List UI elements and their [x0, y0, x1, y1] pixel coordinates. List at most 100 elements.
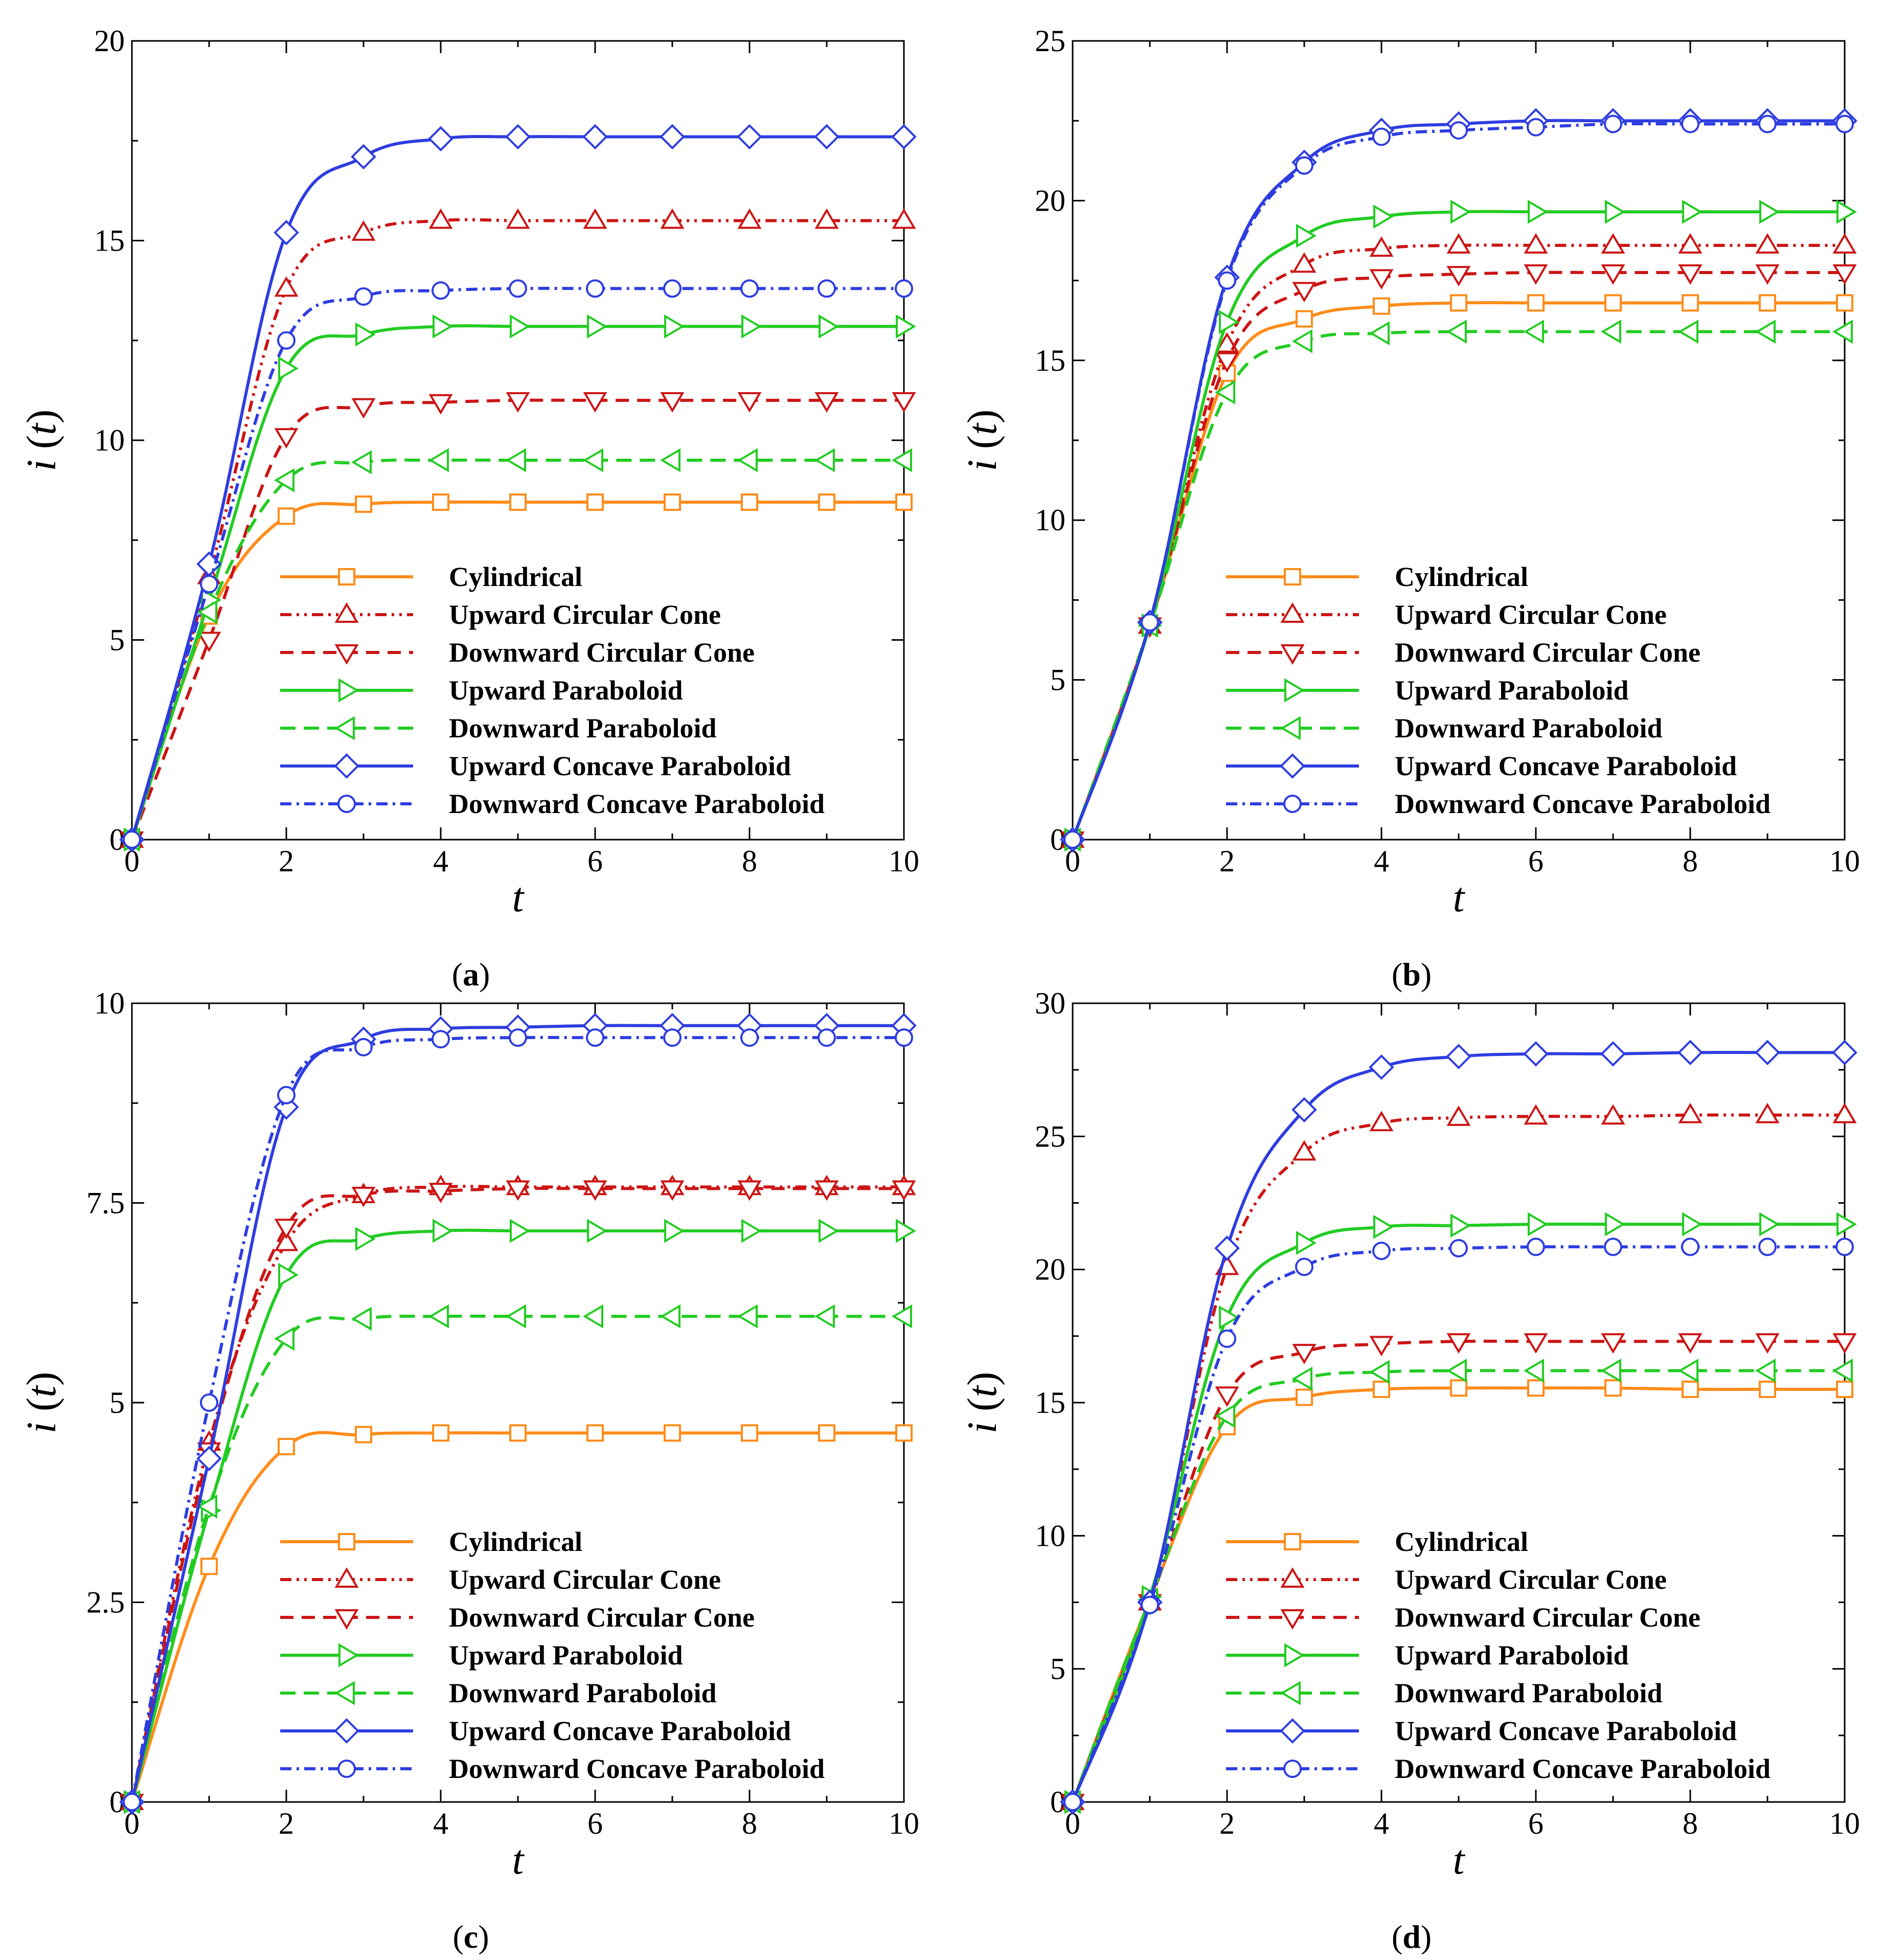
data-point-dcp — [1063, 830, 1082, 849]
data-point-dcp — [1604, 1237, 1622, 1256]
y-axis-label-open-paren: ( — [18, 1398, 64, 1422]
legend-marker-dcp — [1283, 795, 1302, 813]
series-line-ucc — [130, 218, 904, 840]
x-tick-label: 4 — [433, 844, 448, 878]
data-point-upb — [1450, 199, 1471, 224]
data-point-ucp — [1214, 1235, 1240, 1261]
data-point-upb — [278, 1263, 299, 1287]
data-point-ucp — [1600, 1041, 1626, 1067]
data-point-ucp — [891, 124, 917, 150]
data-point-dcp — [509, 1028, 527, 1047]
series-dpb — [120, 448, 912, 852]
data-point-dcp — [123, 830, 141, 849]
data-point-upb — [510, 314, 530, 339]
panel-label: (d) — [1392, 1919, 1432, 1955]
data-point-dcc — [892, 392, 916, 413]
legend-label-ucp: Upward Concave Paraboloid — [449, 1716, 791, 1746]
series-ucc — [120, 208, 916, 848]
data-point-upb — [1219, 310, 1239, 334]
data-point-dpb — [737, 448, 758, 472]
data-point-dpb — [1832, 1359, 1853, 1383]
data-point-dcp — [1063, 1793, 1082, 1811]
data-point-ucp — [196, 1446, 222, 1472]
legend-label-ucp: Upward Concave Paraboloid — [449, 751, 791, 781]
x-tick-label: 8 — [742, 1807, 757, 1840]
data-point-ucc — [660, 208, 685, 229]
data-point-ucc — [1832, 1102, 1857, 1123]
legend-label-dcp: Downward Concave Paraboloid — [1395, 788, 1771, 819]
series-dcp — [123, 279, 913, 849]
data-point-dcp — [354, 287, 373, 306]
data-point-dcp — [1295, 156, 1313, 175]
x-tick-label: 2 — [1219, 844, 1235, 878]
data-point-dcc — [1215, 352, 1239, 373]
legend-marker-dcp — [1283, 1760, 1302, 1778]
data-point-dcp — [354, 1038, 373, 1056]
x-tick-label: 6 — [587, 1807, 603, 1840]
data-point-dpb — [814, 1304, 835, 1328]
data-point-upb — [741, 1219, 762, 1243]
legend-label-ucc: Upward Circular Cone — [1395, 1564, 1667, 1595]
data-point-upb — [819, 314, 839, 339]
data-point-dcc — [814, 1180, 839, 1201]
legend-marker-dpb — [334, 1681, 355, 1705]
data-point-upb — [433, 1219, 453, 1243]
data-point-dcc — [1678, 1333, 1703, 1354]
data-point-dcc — [1678, 264, 1703, 285]
data-point-cyl — [1527, 294, 1545, 312]
data-point-upb — [1373, 1214, 1394, 1239]
data-point-dpb — [428, 1304, 449, 1328]
data-point-upb — [1682, 1212, 1703, 1236]
data-point-ucp — [428, 126, 453, 152]
data-point-cyl — [586, 493, 604, 511]
panel-label-open: ( — [1392, 956, 1402, 993]
data-point-upb — [587, 1219, 607, 1243]
data-point-dpb — [660, 1304, 680, 1328]
data-point-dcp — [1295, 1257, 1313, 1276]
data-point-cyl — [586, 1424, 604, 1442]
legend-marker-upb — [338, 678, 359, 703]
data-point-ucc — [1292, 252, 1317, 273]
x-tick-label: 10 — [889, 1807, 919, 1840]
data-point-ucp — [1523, 1041, 1549, 1067]
data-point-dpb — [814, 448, 835, 472]
data-point-dcc — [1832, 264, 1857, 285]
legend-marker-dcp — [337, 1760, 356, 1778]
data-point-dcp — [1758, 115, 1777, 133]
y-axis-label-open-paren: ( — [959, 1398, 1005, 1422]
data-point-ucc — [1292, 1140, 1317, 1161]
series-line-cyl — [130, 500, 904, 840]
data-point-dcc — [506, 392, 530, 413]
data-point-cyl — [1373, 1380, 1390, 1398]
data-point-dcp — [1449, 1239, 1468, 1258]
legend-marker-ucp — [1280, 1718, 1305, 1744]
data-point-dcp — [1372, 1242, 1391, 1260]
data-point-ucc — [1755, 1102, 1780, 1123]
data-point-dcp — [509, 279, 527, 298]
data-point-ucc — [1832, 233, 1857, 254]
data-point-ucc — [1524, 1104, 1548, 1125]
data-point-dpb — [1446, 1359, 1467, 1383]
data-point-cyl — [664, 493, 681, 511]
data-point-ucc — [1601, 1104, 1625, 1125]
y-tick-label: 7.5 — [86, 1186, 125, 1220]
legend-label-cyl: Cylindrical — [1395, 561, 1528, 592]
panel-label-close: ) — [1421, 1919, 1432, 1955]
legend-label-upb: Upward Paraboloid — [449, 675, 683, 706]
data-point-dpb — [1601, 1359, 1621, 1383]
series-cyl — [123, 1424, 913, 1811]
data-point-dcp — [1449, 121, 1468, 140]
legend-label-upb: Upward Paraboloid — [1395, 1640, 1629, 1671]
data-point-upb — [664, 314, 685, 339]
y-axis-label-close-paren: ) — [18, 1372, 64, 1386]
data-point-dcc — [1755, 1333, 1780, 1354]
data-point-ucc — [506, 208, 530, 229]
y-tick-label: 10 — [1035, 1519, 1065, 1552]
data-point-dpb — [351, 450, 372, 475]
data-point-dcc — [428, 1183, 453, 1204]
data-point-dcp — [663, 279, 682, 298]
data-point-dcc — [1292, 282, 1317, 303]
legend-marker-ucc — [334, 602, 359, 623]
y-axis-label: i (t) — [18, 1372, 64, 1434]
